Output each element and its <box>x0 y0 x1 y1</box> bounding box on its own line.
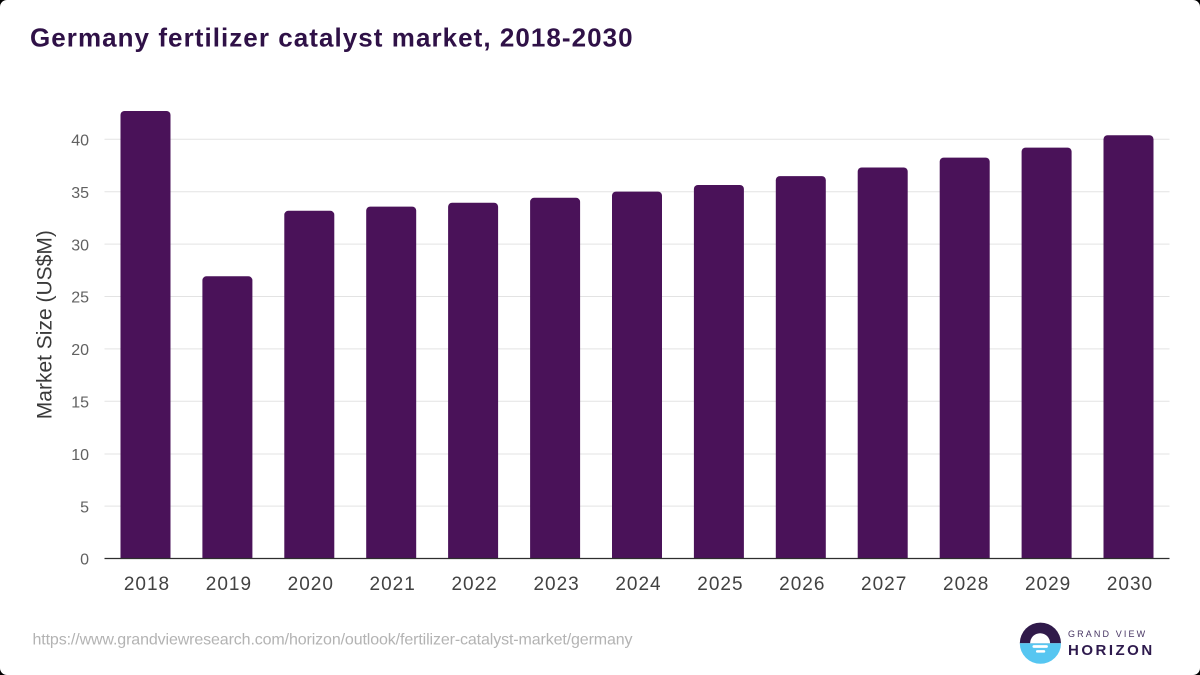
svg-text:2019: 2019 <box>206 574 252 595</box>
svg-text:2023: 2023 <box>533 574 579 595</box>
svg-text:35: 35 <box>71 185 89 202</box>
svg-text:2027: 2027 <box>861 574 907 595</box>
svg-text:2025: 2025 <box>697 574 743 595</box>
svg-text:2018: 2018 <box>124 574 170 595</box>
svg-text:2020: 2020 <box>288 574 334 595</box>
svg-text:40: 40 <box>71 133 89 150</box>
svg-text:5: 5 <box>80 499 89 516</box>
svg-text:2028: 2028 <box>943 574 989 595</box>
svg-text:GRAND VIEW: GRAND VIEW <box>1068 629 1147 639</box>
svg-text:Germany fertilizer catalyst ma: Germany fertilizer catalyst market, 2018… <box>30 23 634 53</box>
svg-text:2029: 2029 <box>1025 574 1071 595</box>
svg-text:2030: 2030 <box>1107 574 1153 595</box>
svg-text:2022: 2022 <box>451 574 497 595</box>
svg-text:https://www.grandviewresearch.: https://www.grandviewresearch.com/horizo… <box>33 632 633 649</box>
svg-text:2026: 2026 <box>779 574 825 595</box>
svg-text:2021: 2021 <box>370 574 416 595</box>
svg-text:2024: 2024 <box>615 574 661 595</box>
svg-text:25: 25 <box>71 290 89 307</box>
svg-text:30: 30 <box>71 237 89 254</box>
svg-text:HORIZON: HORIZON <box>1068 642 1155 659</box>
svg-text:15: 15 <box>71 395 89 412</box>
svg-text:20: 20 <box>71 342 89 359</box>
svg-text:10: 10 <box>71 447 89 464</box>
svg-text:Market Size (US$M): Market Size (US$M) <box>34 230 57 419</box>
svg-text:0: 0 <box>80 552 89 569</box>
